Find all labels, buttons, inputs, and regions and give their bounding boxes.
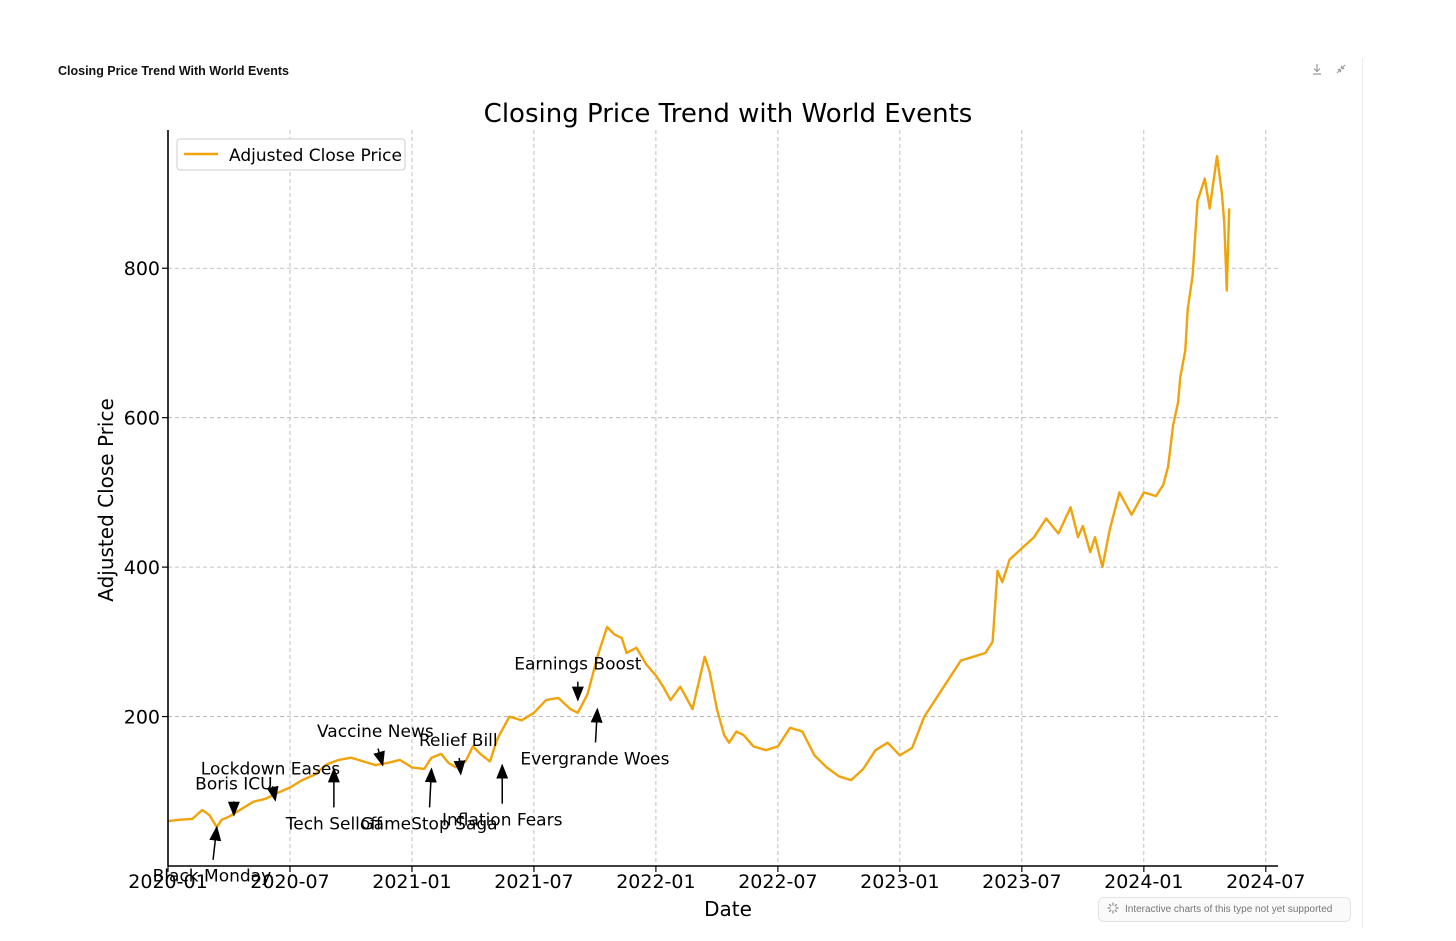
annotation-label: Evergrande Woes bbox=[520, 749, 669, 769]
annotation-arrow bbox=[453, 757, 466, 776]
annotation-label: Relief Bill bbox=[419, 731, 498, 751]
annotation-label: Lockdown Eases bbox=[201, 759, 341, 779]
annotation-label: Tech Selloff bbox=[285, 814, 384, 834]
x-tick-label: 2021-01 bbox=[372, 871, 451, 893]
x-tick-label: 2024-01 bbox=[1104, 871, 1183, 893]
download-icon[interactable] bbox=[1310, 62, 1324, 76]
y-axis-title: Adjusted Close Price bbox=[94, 398, 118, 602]
x-tick-label: 2022-01 bbox=[616, 871, 695, 893]
grid-layer bbox=[167, 130, 1278, 866]
legend-label: Adjusted Close Price bbox=[229, 146, 402, 166]
series-line-0 bbox=[167, 154, 1231, 829]
annotation-label: Boris ICU bbox=[195, 774, 272, 794]
badge-text: Interactive charts of this type not yet … bbox=[1125, 904, 1333, 915]
x-tick-label: 2022-07 bbox=[738, 871, 817, 893]
panel-title: Closing Price Trend With World Events bbox=[58, 64, 289, 78]
x-tick-label: 2021-07 bbox=[494, 871, 573, 893]
y-tick-label: 800 bbox=[124, 258, 160, 280]
legend-box bbox=[176, 138, 406, 171]
y-tick-label: 400 bbox=[124, 557, 160, 579]
annotation-arrow bbox=[424, 767, 437, 808]
annotation-arrow bbox=[209, 825, 222, 860]
x-axis-title: Date bbox=[704, 897, 752, 921]
axes-layer bbox=[162, 130, 1278, 872]
legend: Adjusted Close Price bbox=[176, 138, 406, 171]
chart-title: Closing Price Trend with World Events bbox=[484, 99, 973, 129]
x-tick-label: 2023-07 bbox=[982, 871, 1061, 893]
series-layer bbox=[167, 154, 1231, 829]
annotation-label: GameStop Saga bbox=[360, 814, 497, 834]
x-tick-label: 2020-07 bbox=[250, 871, 329, 893]
annotation-arrow bbox=[266, 785, 279, 802]
loading-spinner-icon bbox=[1107, 902, 1119, 917]
unsupported-badge: Interactive charts of this type not yet … bbox=[1098, 897, 1351, 922]
y-tick-label: 200 bbox=[124, 707, 160, 729]
annotation-label: Vaccine News bbox=[317, 722, 434, 742]
collapse-icon[interactable] bbox=[1334, 62, 1348, 76]
x-tick-label: 2023-01 bbox=[860, 871, 939, 893]
x-tick-label: 2024-07 bbox=[1226, 871, 1305, 893]
panel-actions bbox=[1310, 62, 1348, 76]
annotation-label: Black Monday bbox=[153, 867, 272, 887]
annotation-arrow bbox=[590, 707, 603, 743]
annotation-label: Inflation Fears bbox=[442, 811, 563, 831]
x-tick-label: 2020-01 bbox=[128, 871, 207, 893]
label-layer: 2020-01 2020-07 2021-01 2021-07 2022-01 2022-… bbox=[94, 99, 1305, 921]
annotation-arrow bbox=[373, 748, 385, 767]
y-tick-label: 600 bbox=[124, 408, 160, 430]
bottom-edge bbox=[44, 928, 1376, 941]
annotation-label: Earnings Boost bbox=[514, 655, 641, 675]
